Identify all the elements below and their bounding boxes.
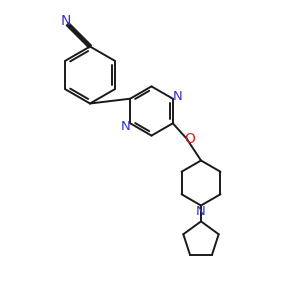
Text: N: N: [196, 205, 206, 218]
Text: O: O: [184, 132, 195, 145]
Text: N: N: [172, 89, 182, 103]
Text: N: N: [121, 119, 130, 133]
Text: N: N: [60, 14, 71, 28]
